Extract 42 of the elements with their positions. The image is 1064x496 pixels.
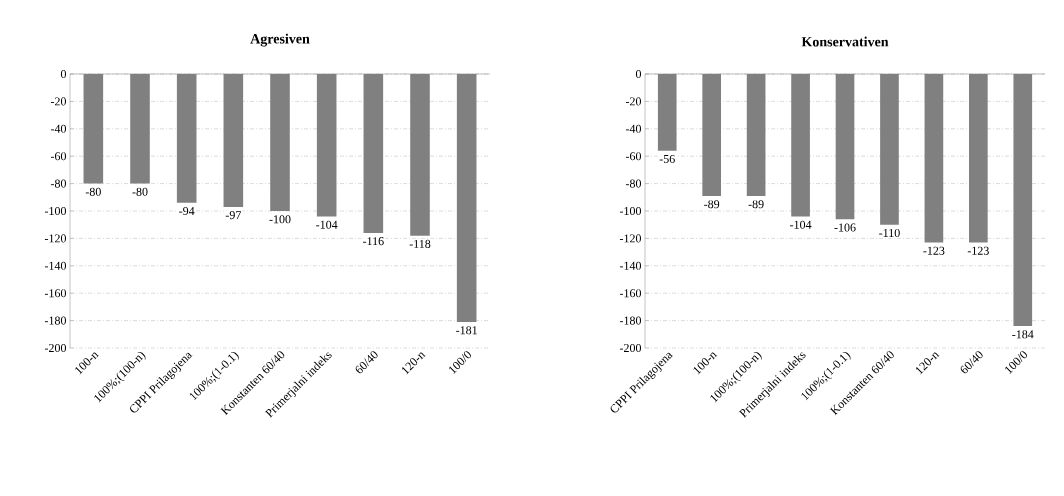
data-label: -97 xyxy=(225,211,241,220)
y-tick-label: -40 xyxy=(50,124,67,133)
y-tick-label: 0 xyxy=(635,69,642,79)
data-label: -123 xyxy=(967,246,989,255)
chart-title: Agresiven xyxy=(250,33,310,47)
y-tick-label: -120 xyxy=(619,234,642,243)
data-label: -110 xyxy=(879,228,900,237)
data-label: -89 xyxy=(704,200,720,209)
data-label: -184 xyxy=(1012,330,1034,339)
y-tick-label: -80 xyxy=(625,179,642,188)
y-tick-label: -140 xyxy=(44,261,67,270)
y-tick-label: -180 xyxy=(44,316,67,325)
data-label: -118 xyxy=(409,239,431,248)
data-label: -104 xyxy=(790,220,812,229)
data-label: -116 xyxy=(363,237,384,246)
data-label: -100 xyxy=(269,215,291,224)
y-tick-label: -180 xyxy=(619,316,642,325)
y-tick-label: -200 xyxy=(619,343,642,353)
y-tick-label: 0 xyxy=(60,69,67,79)
y-tick-label: -160 xyxy=(619,289,642,298)
y-tick-label: -160 xyxy=(44,289,67,298)
y-tick-label: -120 xyxy=(44,234,67,243)
y-tick-label: -140 xyxy=(619,261,642,270)
data-label: -80 xyxy=(132,187,148,196)
y-tick-label: -20 xyxy=(625,97,642,106)
y-tick-label: -40 xyxy=(625,124,642,133)
data-label: -106 xyxy=(834,223,856,232)
data-label: -104 xyxy=(316,220,338,229)
y-tick-label: -60 xyxy=(50,152,67,161)
data-label: -94 xyxy=(179,206,195,216)
y-tick-label: -100 xyxy=(44,206,67,216)
y-tick-label: -20 xyxy=(50,97,67,106)
y-tick-label: -60 xyxy=(625,152,642,161)
data-label: -56 xyxy=(659,154,675,163)
data-label: -123 xyxy=(923,246,945,255)
y-tick-label: -100 xyxy=(619,206,642,216)
y-tick-label: -80 xyxy=(50,179,67,188)
data-label: -89 xyxy=(748,200,764,209)
data-label: -181 xyxy=(456,326,477,335)
y-tick-label: -200 xyxy=(44,343,67,353)
data-label: -80 xyxy=(85,187,101,196)
chart-title: Konservativen xyxy=(801,36,889,47)
